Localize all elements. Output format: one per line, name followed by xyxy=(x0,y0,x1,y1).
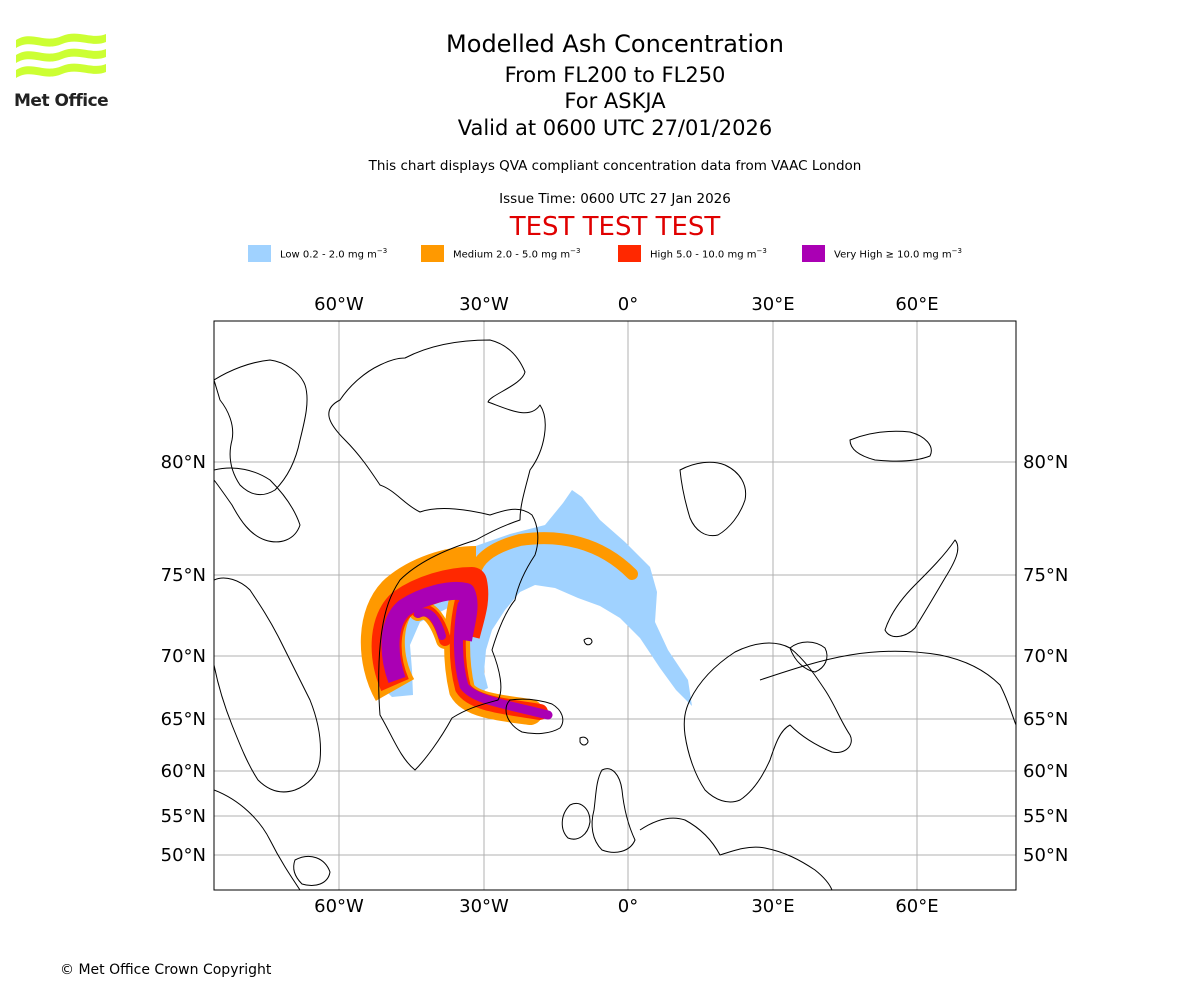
longitude-label: 0° xyxy=(618,896,638,917)
latitude-label: 50°N xyxy=(1023,845,1068,866)
jan-mayen-coast xyxy=(583,637,593,646)
labrador-coast xyxy=(214,789,301,890)
volcano-name: For ASKJA xyxy=(564,89,666,113)
russia-north-coast xyxy=(759,650,1016,726)
latitude-label: 75°N xyxy=(161,565,206,586)
legend-label-medium: Medium 2.0 - 5.0 mg m xyxy=(453,249,571,261)
franz-josef-coast xyxy=(849,430,932,462)
latitude-label: 70°N xyxy=(161,646,206,667)
baffin-coast xyxy=(214,577,321,793)
latitude-label: 70°N xyxy=(1023,646,1068,667)
greenland-coast xyxy=(328,339,546,771)
longitude-label: 60°E xyxy=(895,896,938,917)
ireland-coast xyxy=(561,803,591,840)
latitude-label: 80°N xyxy=(161,452,206,473)
latitude-label: 55°N xyxy=(161,806,206,827)
longitude-labels-bottom: 60°W 30°W 0° 30°E 60°E xyxy=(314,896,938,917)
flight-levels: From FL200 to FL250 xyxy=(504,63,726,87)
longitude-label: 60°W xyxy=(314,896,364,917)
kola-coast xyxy=(789,641,828,673)
map-frame xyxy=(213,320,1017,891)
test-banner: TEST TEST TEST xyxy=(509,212,721,242)
legend-swatch-low xyxy=(248,245,271,262)
longitude-label: 30°E xyxy=(751,896,794,917)
latitude-label: 60°N xyxy=(161,761,206,782)
chart-title: Modelled Ash Concentration xyxy=(446,30,784,58)
iceland-coast xyxy=(505,698,564,735)
longitude-label: 30°E xyxy=(751,294,794,315)
newfoundland-coast xyxy=(293,856,331,886)
longitude-label: 60°E xyxy=(895,294,938,315)
latitude-label: 65°N xyxy=(161,709,206,730)
map-content xyxy=(214,321,1016,890)
ash-low-region xyxy=(381,490,692,706)
longitude-label: 30°W xyxy=(459,896,509,917)
copyright: © Met Office Crown Copyright xyxy=(60,962,272,978)
chart-description: This chart displays QVA compliant concen… xyxy=(368,158,862,174)
legend-swatch-high xyxy=(618,245,641,262)
britain-coast xyxy=(591,768,636,853)
valid-time: Valid at 0600 UTC 27/01/2026 xyxy=(457,116,773,140)
novaya-zemlya-coast xyxy=(884,539,959,637)
longitude-label: 60°W xyxy=(314,294,364,315)
logo-text: Met Office xyxy=(14,91,109,111)
ash-very-high-region xyxy=(381,582,553,720)
coastlines xyxy=(214,339,1016,890)
legend-label-high: High 5.0 - 10.0 mg m xyxy=(650,249,757,261)
canada-islands xyxy=(214,467,301,543)
europe-coast xyxy=(639,817,833,890)
legend-label-low: Low 0.2 - 2.0 mg m xyxy=(280,249,377,261)
latitude-label: 80°N xyxy=(1023,452,1068,473)
longitude-labels-top: 60°W 30°W 0° 30°E 60°E xyxy=(314,294,938,315)
scandinavia-coast xyxy=(683,642,852,803)
latitude-label: 75°N xyxy=(1023,565,1068,586)
latitude-labels-right: 80°N 75°N 70°N 65°N 60°N 55°N 50°N xyxy=(1023,452,1068,866)
svalbard-coast xyxy=(679,461,747,537)
longitude-label: 30°W xyxy=(459,294,509,315)
issue-time: Issue Time: 0600 UTC 27 Jan 2026 xyxy=(499,191,731,207)
longitude-label: 0° xyxy=(618,294,638,315)
legend-label-very-high: Very High ≥ 10.0 mg m xyxy=(834,249,952,261)
ellesmere-coast xyxy=(214,359,308,496)
legend-swatch-medium xyxy=(421,245,444,262)
latitude-label: 50°N xyxy=(161,845,206,866)
latitude-label: 60°N xyxy=(1023,761,1068,782)
met-office-waves-icon xyxy=(16,33,106,78)
latitude-label: 65°N xyxy=(1023,709,1068,730)
legend-swatch-very-high xyxy=(802,245,825,262)
met-office-logo: Met Office xyxy=(14,30,110,112)
latitude-label: 55°N xyxy=(1023,806,1068,827)
latitude-labels-left: 80°N 75°N 70°N 65°N 60°N 55°N 50°N xyxy=(161,452,206,866)
faroe-coast xyxy=(579,736,589,746)
